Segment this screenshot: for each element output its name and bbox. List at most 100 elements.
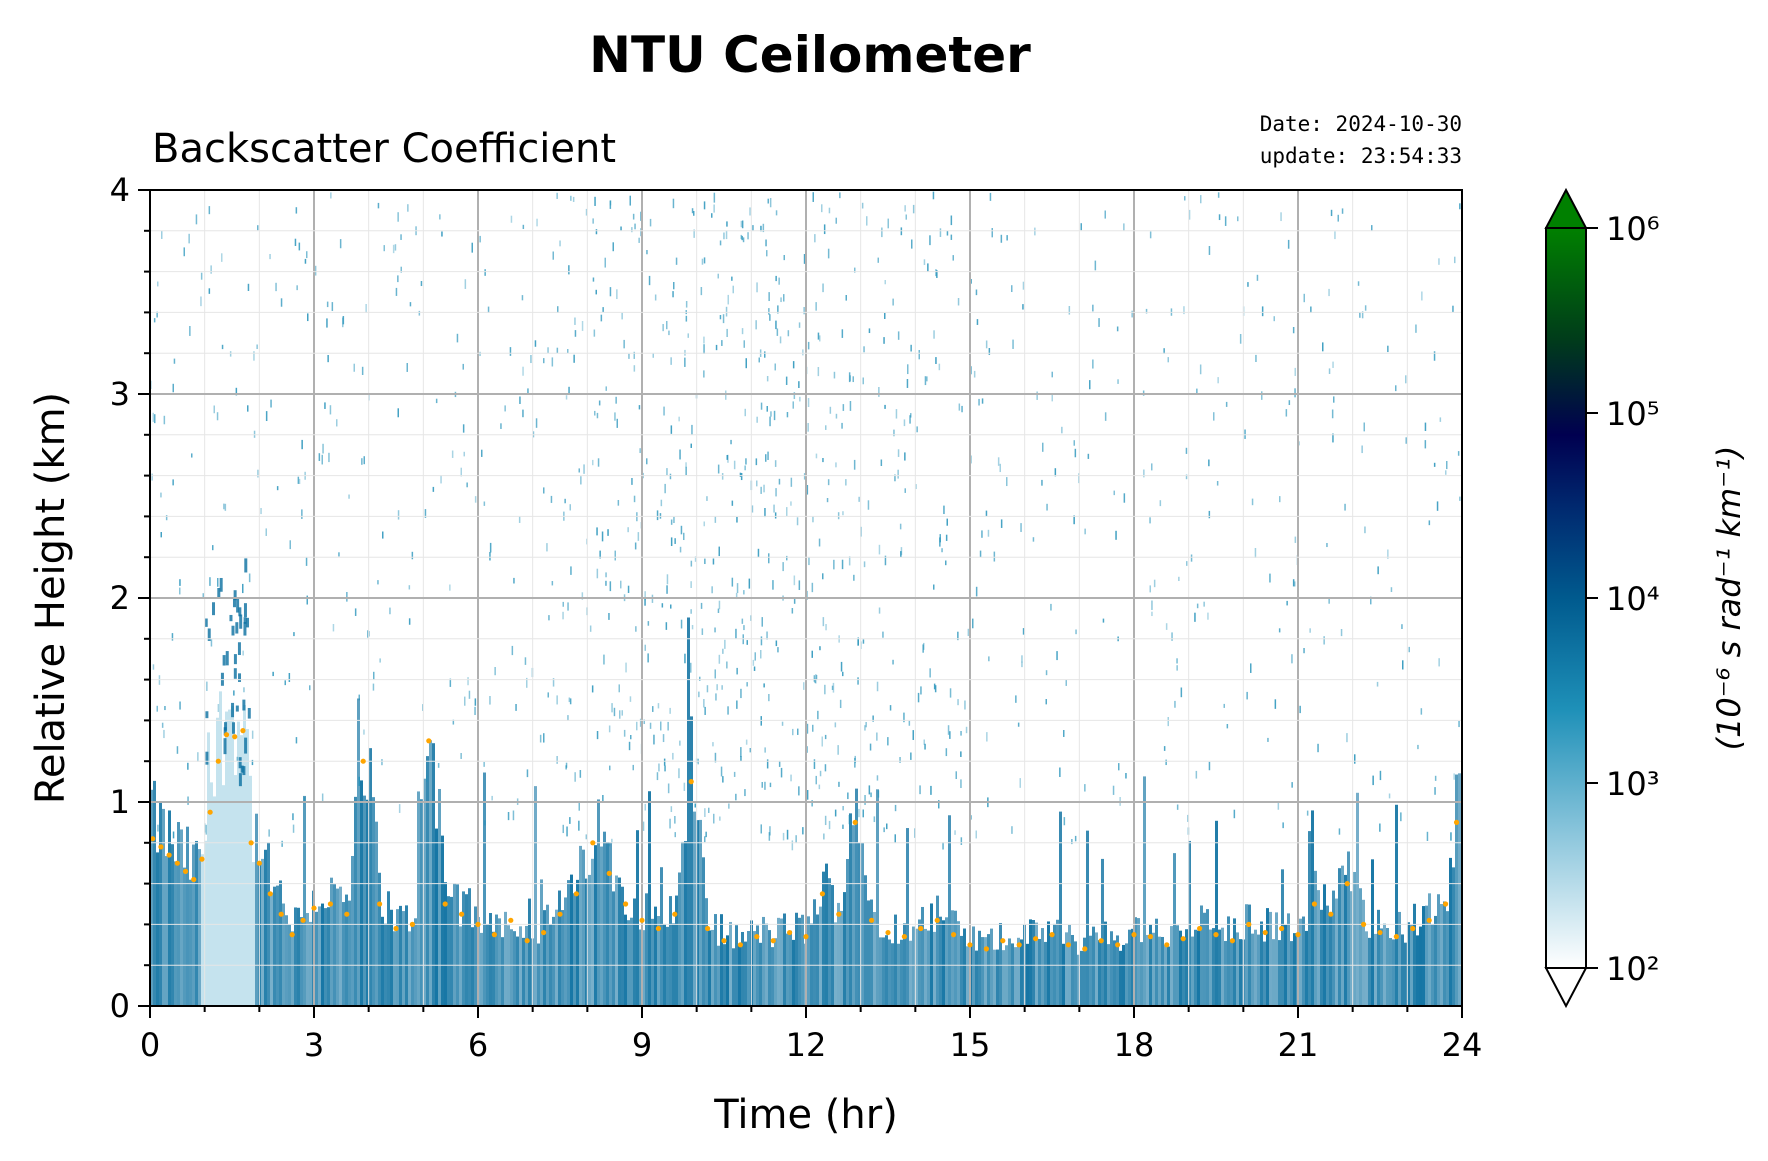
noise-speck xyxy=(670,806,673,813)
backscatter-column xyxy=(333,884,336,1006)
noise-speck xyxy=(1309,628,1311,633)
noise-speck xyxy=(205,824,207,835)
noise-speck xyxy=(295,737,298,744)
noise-speck xyxy=(912,730,914,740)
backscatter-column xyxy=(1167,946,1170,1006)
backscatter-column xyxy=(1299,918,1302,1006)
noise-speck xyxy=(703,336,705,344)
backscatter-column xyxy=(696,820,699,1006)
backscatter-column xyxy=(891,943,894,1006)
noise-speck xyxy=(1092,359,1094,369)
noise-speck xyxy=(298,478,301,484)
noise-speck xyxy=(704,808,706,817)
boundary-marker xyxy=(1213,932,1219,938)
noise-speck xyxy=(828,207,831,214)
noise-speck xyxy=(568,697,571,703)
noise-speck xyxy=(1032,537,1035,542)
boundary-marker xyxy=(1361,921,1367,928)
noise-speck xyxy=(1445,470,1447,475)
noise-speck xyxy=(1176,804,1179,810)
noise-speck xyxy=(906,379,909,388)
noise-speck xyxy=(832,682,835,693)
backscatter-column xyxy=(615,875,618,1006)
noise-speck xyxy=(1224,216,1227,226)
noise-speck xyxy=(556,695,558,705)
backscatter-column xyxy=(945,917,948,1006)
noise-speck xyxy=(775,320,777,330)
noise-speck xyxy=(1087,453,1090,459)
noise-speck xyxy=(979,550,982,558)
noise-speck xyxy=(718,654,721,664)
noise-speck xyxy=(782,832,785,841)
noise-speck xyxy=(1332,361,1334,368)
x-axis-label: Time (hr) xyxy=(713,1092,898,1138)
noise-speck xyxy=(1310,306,1312,313)
noise-speck xyxy=(633,365,636,372)
backscatter-column xyxy=(345,894,348,1006)
noise-speck xyxy=(812,192,814,202)
plume-speck xyxy=(244,558,248,573)
noise-speck xyxy=(1118,763,1120,771)
backscatter-column xyxy=(978,930,981,1006)
noise-speck xyxy=(700,602,703,609)
backscatter-column xyxy=(1353,871,1356,1006)
backscatter-column xyxy=(330,877,333,1006)
backscatter-column xyxy=(933,931,936,1006)
backscatter-column xyxy=(1011,943,1014,1006)
noise-speck xyxy=(524,657,527,665)
noise-speck xyxy=(653,734,655,745)
noise-speck xyxy=(512,810,515,821)
backscatter-column xyxy=(711,929,714,1006)
noise-speck xyxy=(690,662,692,673)
noise-speck xyxy=(669,473,672,480)
noise-speck xyxy=(701,258,704,265)
noise-speck xyxy=(768,832,771,841)
noise-speck xyxy=(726,328,728,338)
boundary-marker xyxy=(1180,936,1186,942)
backscatter-column xyxy=(717,945,720,1006)
noise-speck xyxy=(733,771,736,777)
noise-speck xyxy=(1438,658,1440,667)
backscatter-column xyxy=(354,796,357,1006)
noise-speck xyxy=(634,223,636,230)
noise-speck xyxy=(187,796,189,805)
noise-speck xyxy=(711,213,713,218)
noise-speck xyxy=(664,765,666,772)
boundary-marker xyxy=(688,779,694,785)
noise-speck xyxy=(773,504,775,513)
noise-speck xyxy=(535,418,538,428)
backscatter-column xyxy=(213,796,216,1006)
noise-speck xyxy=(1279,496,1281,503)
noise-speck xyxy=(609,200,612,206)
noise-speck xyxy=(740,756,742,761)
noise-speck xyxy=(864,795,866,805)
noise-speck xyxy=(897,449,900,457)
noise-speck xyxy=(743,340,745,348)
noise-speck xyxy=(764,781,766,790)
backscatter-column xyxy=(1398,911,1401,1006)
noise-speck xyxy=(1200,195,1202,204)
backscatter-column xyxy=(1200,905,1203,1006)
backscatter-column xyxy=(999,922,1002,1006)
plume-speck xyxy=(223,738,227,755)
noise-speck xyxy=(764,508,766,518)
noise-speck xyxy=(171,633,174,641)
noise-speck xyxy=(256,344,258,350)
noise-speck xyxy=(1337,214,1339,222)
noise-speck xyxy=(1376,681,1379,687)
backscatter-column xyxy=(525,925,528,1006)
noise-speck xyxy=(772,580,774,590)
noise-speck xyxy=(633,495,636,503)
noise-speck xyxy=(858,808,860,818)
noise-speck xyxy=(887,218,889,229)
noise-speck xyxy=(700,287,703,296)
noise-speck xyxy=(394,244,397,251)
noise-speck xyxy=(637,532,640,541)
noise-speck xyxy=(633,351,635,359)
noise-speck xyxy=(1453,773,1455,780)
noise-speck xyxy=(332,624,335,632)
backscatter-column xyxy=(1332,890,1335,1006)
noise-speck xyxy=(599,550,601,559)
x-tick-label: 18 xyxy=(1114,1026,1155,1064)
noise-speck xyxy=(1063,730,1065,737)
